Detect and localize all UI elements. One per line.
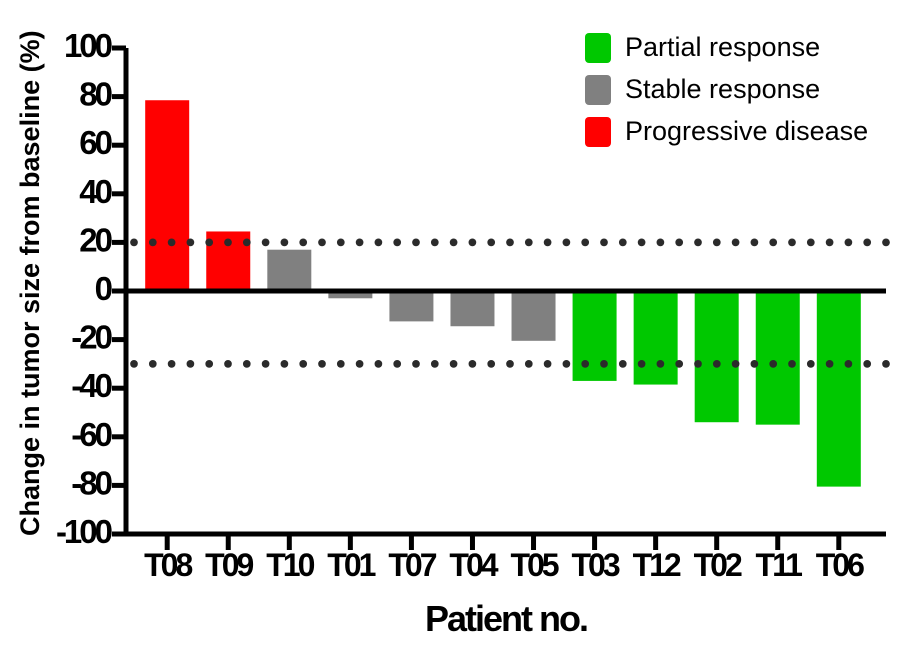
svg-text:T02: T02 [694,547,742,583]
svg-text:T10: T10 [266,547,314,583]
svg-text:100: 100 [64,27,112,64]
svg-text:T01: T01 [327,547,375,583]
svg-text:T09: T09 [205,547,253,583]
svg-text:Patient no.: Patient no. [425,598,587,639]
svg-text:T08: T08 [144,547,192,583]
svg-text:80: 80 [79,76,111,113]
svg-text:T03: T03 [572,547,620,583]
svg-text:-80: -80 [71,464,111,501]
svg-text:Stable response: Stable response [625,74,820,104]
svg-text:0: 0 [95,270,112,307]
svg-text:-20: -20 [71,319,111,356]
svg-text:T11: T11 [756,547,803,583]
svg-text:T12: T12 [633,547,681,583]
svg-text:-100: -100 [56,513,112,550]
svg-text:Partial response: Partial response [625,32,820,62]
svg-text:T06: T06 [816,547,864,583]
svg-text:60: 60 [79,124,111,161]
svg-text:Progressive disease: Progressive disease [625,116,868,146]
svg-text:20: 20 [79,221,111,258]
svg-text:-40: -40 [71,367,111,404]
svg-text:40: 40 [79,173,111,210]
svg-text:T05: T05 [510,547,558,583]
svg-text:T07: T07 [388,547,436,583]
svg-text:T04: T04 [449,547,498,583]
svg-text:-60: -60 [71,416,111,453]
